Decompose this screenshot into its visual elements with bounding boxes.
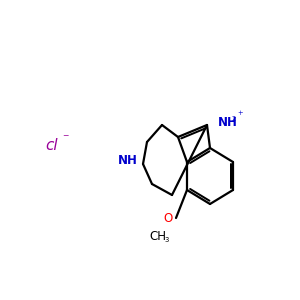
Text: $^-$: $^-$ bbox=[61, 133, 70, 143]
Text: NH: NH bbox=[118, 154, 138, 166]
Text: $_2$$^+$: $_2$$^+$ bbox=[232, 110, 244, 124]
Text: CH: CH bbox=[149, 230, 167, 244]
Text: cl: cl bbox=[46, 137, 58, 152]
Text: $_3$: $_3$ bbox=[164, 235, 170, 245]
Text: O: O bbox=[164, 212, 172, 224]
Text: NH: NH bbox=[218, 116, 238, 128]
